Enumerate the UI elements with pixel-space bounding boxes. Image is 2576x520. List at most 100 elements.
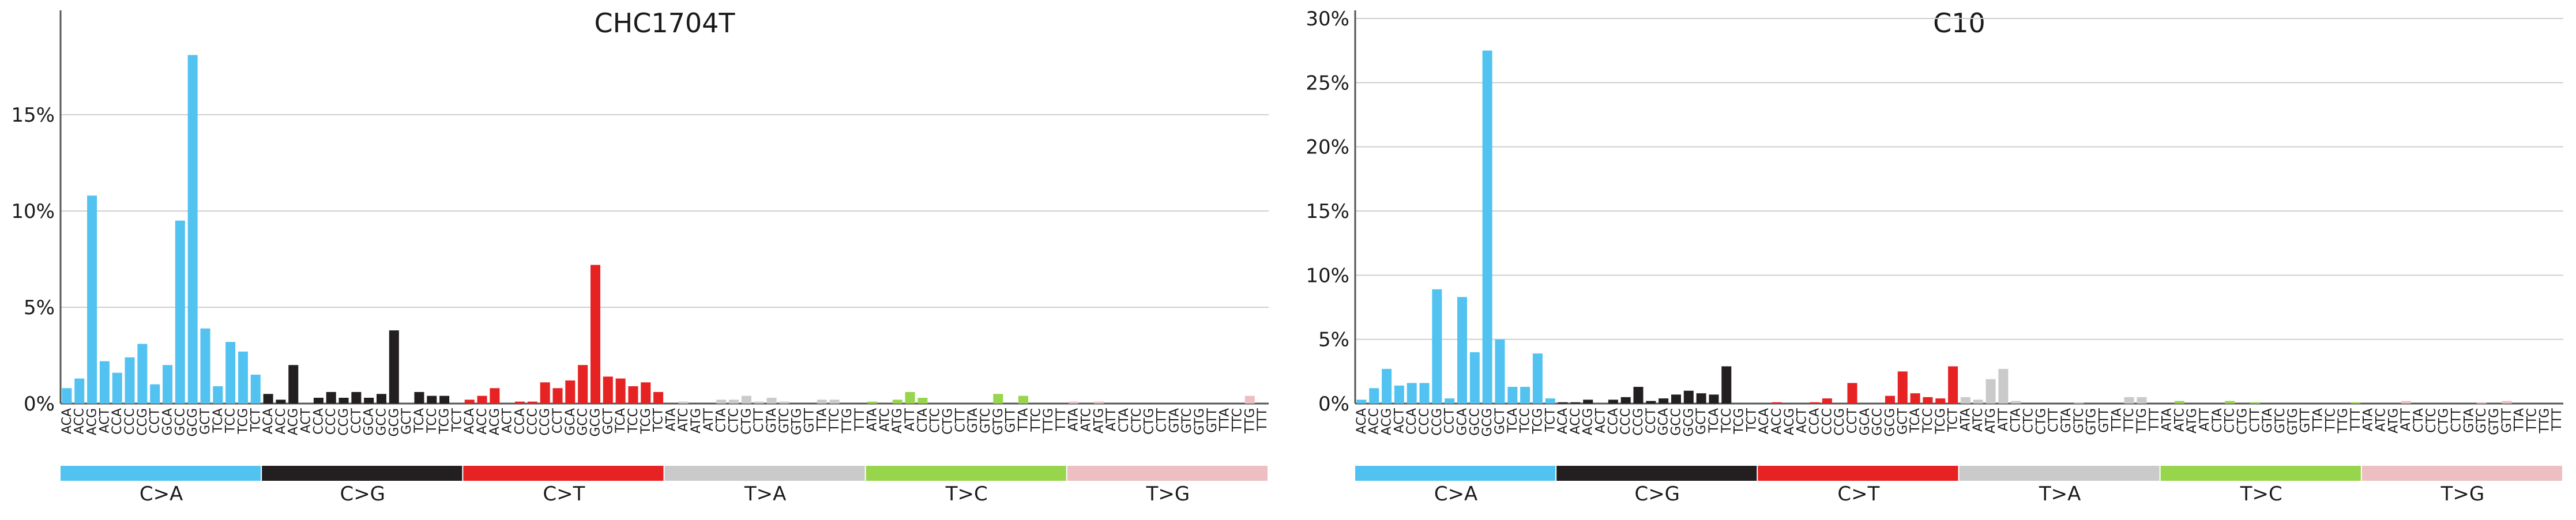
bar-TCT-C>A: [1545, 398, 1555, 404]
bar-TCC-C>G: [427, 395, 437, 404]
y-tick-label: 5%: [24, 296, 55, 319]
context-tick-label: TTT: [853, 408, 867, 431]
bar-CCC-C>A: [1419, 383, 1430, 404]
context-tick-label: CTC: [2223, 408, 2237, 433]
bar-GTT-T>G: [2502, 401, 2512, 404]
context-tick-label: ACC: [274, 408, 288, 434]
bar-ATT-T>A: [1998, 368, 2009, 404]
bar-CCC-C>G: [1620, 397, 1631, 404]
bar-ATC-T>A: [1973, 400, 1983, 404]
type-strip-label: C>A: [140, 483, 183, 506]
context-tick-label: ATT: [2399, 408, 2413, 431]
y-tick-label: 10%: [11, 200, 55, 223]
y-tick-label: 15%: [11, 104, 55, 127]
context-tick-label: TCG: [438, 408, 452, 435]
bar-CCA-C>G: [313, 397, 324, 404]
context-tick-label: CCT: [1845, 408, 1860, 434]
bar-ACG-C>T: [490, 388, 500, 404]
context-tick-label: ATC: [2172, 408, 2187, 432]
context-tick-label: GTC: [1180, 408, 1194, 434]
bar-GCC-C>T: [578, 365, 588, 404]
bar-ATA-T>A: [1960, 397, 1970, 404]
type-strip-1: [61, 466, 261, 481]
context-tick-label: TTA: [1016, 408, 1031, 432]
bar-CCG-C>G: [339, 397, 349, 404]
bar-CTA-T>C: [917, 397, 928, 404]
context-tick-label: TTG: [2537, 408, 2552, 434]
bar-CCA-C>T: [1810, 402, 1820, 404]
context-tick-label: CTT: [752, 408, 766, 432]
bar-TTA-T>C: [1018, 395, 1028, 404]
context-tick-label: ATG: [2386, 408, 2401, 434]
context-tick-label: ATT: [2198, 408, 2212, 431]
context-tick-label: GTG: [790, 408, 804, 435]
context-tick-label: ATG: [689, 408, 704, 434]
bar-CCT-C>A: [1445, 398, 1455, 404]
context-tick-label: ACG: [488, 408, 502, 435]
bar-CCT-C>T: [552, 388, 563, 404]
context-tick-label: TCG: [1732, 408, 1747, 435]
bar-ATT-T>C: [905, 391, 915, 404]
context-tick-label: ACC: [73, 408, 87, 434]
context-tick-label: TCC: [224, 408, 238, 434]
context-tick-label: TCA: [211, 408, 225, 434]
bar-CTT-T>A: [754, 401, 764, 404]
bar-CTA-T>A: [2011, 401, 2021, 404]
bar-ACT-C>A: [1394, 385, 1404, 404]
context-tick-label: GTC: [2273, 408, 2288, 434]
bar-GTC-T>A: [2074, 402, 2084, 404]
context-tick-label: GTG: [1193, 408, 1207, 435]
context-tick-label: CCT: [551, 408, 565, 434]
y-tick-label: 20%: [1306, 136, 1349, 159]
context-tick-label: TTA: [2311, 408, 2325, 432]
bar-TCC-C>A: [1520, 387, 1530, 404]
context-tick-label: CTC: [928, 408, 943, 433]
y-tick-label: 5%: [1318, 329, 1349, 352]
bar-ATA-T>C: [867, 401, 878, 404]
context-tick-label: GTA: [966, 408, 980, 433]
context-tick-label: CCA: [1808, 408, 1822, 435]
context-tick-label: CTC: [2424, 408, 2439, 433]
bar-GCT-C>G: [1696, 393, 1706, 404]
context-tick-label: CTG: [941, 408, 956, 435]
context-tick-label: GCT: [601, 408, 615, 434]
bar-ACA-C>G: [263, 394, 273, 404]
context-tick-label: GTG: [991, 408, 1006, 435]
context-tick-label: GCT: [1896, 408, 1910, 434]
bar-GCG-C>G: [389, 330, 399, 404]
context-tick-label: ACA: [1556, 408, 1570, 434]
context-tick-label: ATA: [1067, 408, 1081, 431]
context-tick-label: TCT: [1744, 408, 1759, 432]
bar-GCG-C>G: [1683, 390, 1694, 404]
type-strip-label: C>G: [1634, 483, 1680, 506]
context-tick-label: CTA: [2210, 408, 2225, 432]
context-tick-label: GCC: [1669, 408, 1683, 436]
bar-CCC-C>T: [1822, 398, 1832, 404]
context-tick-label: GCT: [400, 408, 414, 434]
y-tick-label: 0%: [1318, 393, 1349, 416]
context-tick-label: ATG: [2185, 408, 2199, 434]
context-tick-label: GTT: [2500, 408, 2514, 432]
bar-TCG-C>T: [641, 382, 651, 404]
context-tick-label: CTC: [1130, 408, 1144, 433]
bar-GCC-C>G: [376, 394, 386, 404]
context-tick-label: ACG: [1380, 408, 1394, 435]
context-tick-label: TCG: [639, 408, 653, 435]
bar-ACA-C>A: [62, 388, 72, 404]
context-tick-label: TCT: [450, 408, 464, 432]
context-tick-label: TTG: [2336, 408, 2351, 434]
type-strip-1: [1355, 466, 1556, 481]
context-tick-label: TCC: [1921, 408, 1935, 434]
context-tick-label: CCG: [1430, 408, 1445, 436]
context-tick-label: TTT: [1255, 408, 1270, 431]
context-tick-label: CTA: [714, 408, 729, 432]
context-tick-label: ACC: [1770, 408, 1784, 434]
bar-CTG-T>A: [741, 395, 751, 404]
context-tick-label: TTA: [1218, 408, 1232, 432]
bar-CTA-T>A: [716, 400, 727, 404]
bar-GCG-C>T: [1885, 395, 1895, 404]
context-tick-label: CTT: [953, 408, 968, 432]
bar-TCG-C>G: [439, 395, 450, 404]
context-tick-label: CCA: [311, 408, 326, 435]
context-tick-label: CCA: [513, 408, 528, 435]
